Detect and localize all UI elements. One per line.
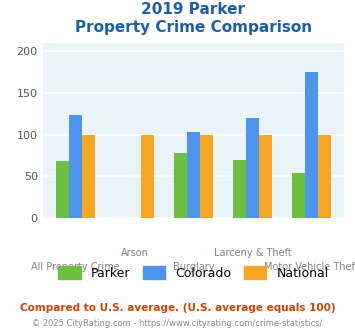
Bar: [246, 118, 259, 218]
Bar: [56, 161, 69, 218]
Bar: [305, 72, 318, 218]
Bar: [259, 135, 272, 218]
Text: Larceny & Theft: Larceny & Theft: [214, 248, 291, 258]
Text: Motor Vehicle Theft: Motor Vehicle Theft: [264, 262, 355, 272]
Bar: [318, 135, 331, 218]
Text: © 2025 CityRating.com - https://www.cityrating.com/crime-statistics/: © 2025 CityRating.com - https://www.city…: [32, 319, 323, 328]
Bar: [69, 115, 82, 218]
Text: All Property Crime: All Property Crime: [31, 262, 120, 272]
Text: Compared to U.S. average. (U.S. average equals 100): Compared to U.S. average. (U.S. average …: [20, 303, 335, 313]
Bar: [200, 135, 213, 218]
Text: Burglary: Burglary: [173, 262, 214, 272]
Legend: Parker, Colorado, National: Parker, Colorado, National: [53, 261, 334, 285]
Title: 2019 Parker
Property Crime Comparison: 2019 Parker Property Crime Comparison: [75, 2, 312, 35]
Bar: [82, 135, 95, 218]
Bar: [174, 153, 187, 218]
Bar: [292, 173, 305, 218]
Bar: [141, 135, 154, 218]
Bar: [233, 159, 246, 218]
Text: Arson: Arson: [121, 248, 148, 258]
Bar: [187, 132, 200, 218]
